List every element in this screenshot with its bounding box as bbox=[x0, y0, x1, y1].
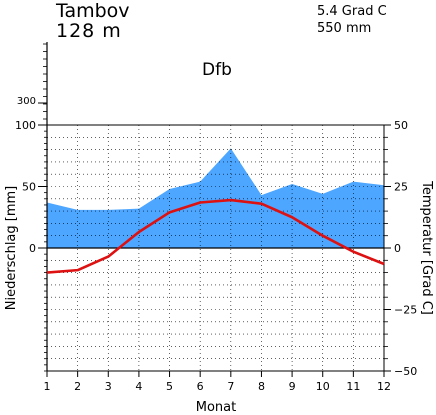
x-tick-label: 6 bbox=[197, 380, 204, 393]
left-axis-title: Niederschlag [mm] bbox=[4, 186, 19, 311]
left-tick-label: 50 bbox=[22, 181, 36, 194]
x-axis-title: Monat bbox=[196, 400, 236, 415]
right-axis-title: Temperatur [Grad C] bbox=[419, 180, 434, 315]
annual-precipitation: 550 mm bbox=[317, 21, 372, 36]
x-tick-label: 5 bbox=[166, 380, 173, 393]
x-tick-label: 9 bbox=[289, 380, 296, 393]
right-tick-label: 25 bbox=[394, 181, 408, 194]
left-tick-label: 300 bbox=[17, 96, 36, 107]
precipitation-area bbox=[47, 148, 384, 248]
temperature-line bbox=[46, 198, 385, 274]
left-tick-label: 100 bbox=[15, 119, 36, 132]
right-tick-label: −25 bbox=[394, 304, 417, 317]
right-tick-label: 50 bbox=[394, 119, 408, 132]
x-tick-label: 7 bbox=[227, 380, 234, 393]
right-tick-label: −50 bbox=[394, 365, 417, 378]
x-tick-label: 10 bbox=[316, 380, 330, 393]
x-tick-label: 8 bbox=[258, 380, 265, 393]
climate-classification: Dfb bbox=[202, 60, 232, 80]
x-tick-label: 11 bbox=[346, 380, 360, 393]
station-elevation: 128 m bbox=[56, 20, 122, 42]
x-tick-label: 2 bbox=[74, 380, 81, 393]
left-tick-label: 0 bbox=[29, 242, 36, 255]
x-tick-label: 1 bbox=[44, 380, 51, 393]
x-tick-label: 12 bbox=[377, 380, 391, 393]
x-tick-label: 4 bbox=[135, 380, 142, 393]
station-name: Tambov bbox=[56, 0, 130, 22]
mean-temperature: 5.4 Grad C bbox=[317, 4, 387, 19]
right-tick-label: 0 bbox=[394, 242, 401, 255]
x-tick-label: 3 bbox=[105, 380, 112, 393]
